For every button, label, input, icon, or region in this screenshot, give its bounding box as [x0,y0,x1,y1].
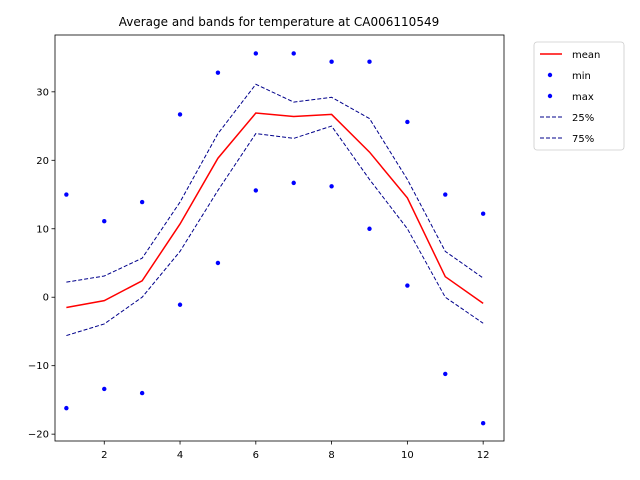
point-min-3 [139,390,145,396]
point-max-11 [443,192,448,197]
legend: mean min max 25% 75% [533,41,625,151]
point-max-6 [253,51,259,56]
point-min-10 [405,283,410,288]
y-tick-label-20: 20 [36,156,49,167]
y-tick-label--10: −10 [28,361,49,372]
point-min-4 [177,302,183,307]
point-min-8 [329,184,334,189]
x-tick-label-12: 12 [477,450,490,461]
point-max-8 [329,59,334,64]
point-max-12 [480,211,486,216]
x-tick-label-2: 2 [101,450,107,461]
x-tick-label-4: 4 [177,450,183,461]
legend-box [533,41,625,151]
point-min-6 [253,188,259,193]
legend-label-max: max [572,92,594,103]
axes-frame [54,34,505,442]
legend-label-min: min [572,71,591,82]
point-min-7 [291,180,296,186]
point-max-3 [139,199,145,205]
y-tick-label--20: −20 [28,430,49,441]
series-line-75pct [66,83,484,283]
x-tick-label-6: 6 [253,450,259,461]
legend-marker-max [547,93,553,99]
chart-title: Average and bands for temperature at CA0… [119,15,439,29]
legend-label-75pct: 75% [572,134,594,145]
point-max-4 [177,112,183,117]
point-min-5 [215,260,221,266]
point-max-7 [291,51,296,56]
y-tick-label-10: 10 [36,224,49,235]
series-line-25pct [66,125,484,337]
legend-label-mean: mean [572,50,600,61]
y-tick-label-0: 0 [43,293,49,304]
series-line-mean [66,112,484,309]
point-max-2 [102,219,107,224]
point-min-11 [443,371,448,377]
x-tick-label-8: 8 [328,450,334,461]
point-min-1 [64,405,69,411]
axis-ticks: 2 4 6 8 10 12 −20 −10 0 10 20 30 [28,87,490,461]
point-max-1 [64,192,69,197]
point-max-9 [367,59,372,64]
x-tick-label-10: 10 [401,450,414,461]
point-min-12 [480,420,486,426]
y-tick-label-30: 30 [36,87,49,98]
point-min-9 [367,226,372,231]
plot-area [64,51,486,426]
legend-marker-min [547,72,553,78]
legend-label-25pct: 25% [572,113,594,124]
point-max-5 [215,70,221,75]
point-min-2 [102,386,107,392]
point-max-10 [405,119,410,125]
